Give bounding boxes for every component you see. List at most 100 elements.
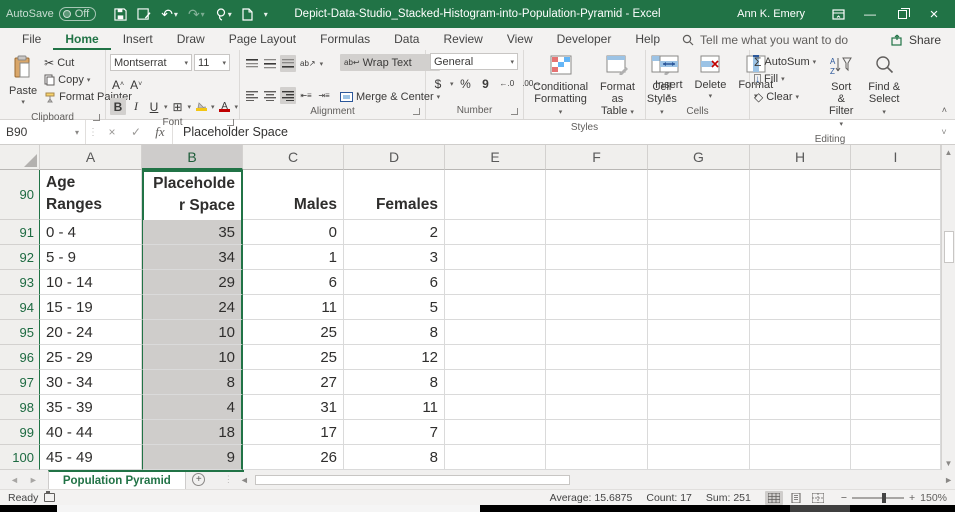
align-left-icon[interactable] [244, 87, 260, 104]
vertical-scrollbar[interactable]: ▲ ▼ [941, 145, 955, 470]
tell-me-search[interactable]: Tell me what you want to do [682, 33, 848, 50]
redo-caret-icon[interactable]: ▾ [200, 9, 205, 19]
column-header-B[interactable]: B [142, 145, 243, 170]
tab-view[interactable]: View [506, 32, 533, 46]
font-name-select[interactable]: Montserrat ▾ [110, 54, 192, 71]
grow-font-button[interactable]: A ˄ [112, 77, 125, 92]
scroll-down-icon[interactable]: ▼ [944, 458, 953, 468]
enter-icon[interactable]: ✓ [130, 125, 142, 139]
cell-A99[interactable]: 40 - 44 [40, 420, 142, 445]
cell-B100[interactable]: 9 [142, 445, 243, 470]
cell-empty[interactable] [648, 245, 750, 270]
cell-empty[interactable] [851, 270, 941, 295]
cell-empty[interactable] [851, 420, 941, 445]
font-dialog-launcher-icon[interactable] [227, 119, 234, 126]
cell-A91[interactable]: 0 - 4 [40, 220, 142, 245]
format-as-table-button[interactable]: Format as Table ▾ [595, 53, 640, 121]
name-box-caret-icon[interactable]: ▾ [74, 127, 79, 137]
cell-D93[interactable]: 6 [344, 270, 445, 295]
column-header-F[interactable]: F [546, 145, 648, 170]
cell-empty[interactable] [445, 370, 546, 395]
select-all-corner[interactable] [0, 145, 40, 170]
ribbon-display-options-icon[interactable] [823, 1, 853, 27]
cell-D94[interactable]: 5 [344, 295, 445, 320]
column-header-E[interactable]: E [445, 145, 546, 170]
cell-A90[interactable]: Age Ranges [40, 170, 142, 220]
row-header-90[interactable]: 90 [0, 170, 40, 220]
find-select-button[interactable]: Find & Select ▾ [862, 53, 906, 121]
cell-C98[interactable]: 31 [243, 395, 344, 420]
cell-B97[interactable]: 8 [142, 370, 243, 395]
new-sheet-button[interactable]: + [186, 470, 212, 489]
cell-A95[interactable]: 20 - 24 [40, 320, 142, 345]
insert-cells-button[interactable]: Insert ▾ [650, 53, 688, 105]
row-header-96[interactable]: 96 [0, 345, 40, 370]
increase-decimal-icon[interactable]: ←.0 [499, 79, 515, 88]
next-sheet-icon[interactable]: ► [28, 474, 38, 485]
cell-empty[interactable] [445, 445, 546, 470]
cell-C93[interactable]: 6 [243, 270, 344, 295]
cell-B93[interactable]: 29 [142, 270, 243, 295]
tab-review[interactable]: Review [443, 32, 483, 46]
tab-page-layout[interactable]: Page Layout [228, 32, 297, 46]
row-header-99[interactable]: 99 [0, 420, 40, 445]
cell-empty[interactable] [750, 270, 851, 295]
number-dialog-launcher-icon[interactable] [511, 108, 518, 115]
cut-button[interactable]: ✂ Cut [44, 56, 75, 71]
cell-empty[interactable] [648, 395, 750, 420]
cell-empty[interactable] [851, 220, 941, 245]
cell-D91[interactable]: 2 [344, 220, 445, 245]
cell-C99[interactable]: 17 [243, 420, 344, 445]
cell-empty[interactable] [648, 170, 750, 220]
cell-empty[interactable] [851, 445, 941, 470]
delete-cells-button[interactable]: Delete ▾ [690, 53, 732, 105]
cell-empty[interactable] [750, 420, 851, 445]
cell-empty[interactable] [546, 395, 648, 420]
cell-empty[interactable] [750, 345, 851, 370]
clear-button[interactable]: ◇ Clear ▾ [754, 89, 800, 104]
cell-D92[interactable]: 3 [344, 245, 445, 270]
name-box-resize-handle[interactable]: ⋮ [86, 120, 100, 144]
zoom-in-icon[interactable]: + [909, 491, 916, 504]
tab-insert[interactable]: Insert [122, 32, 153, 46]
tab-home[interactable]: Home [53, 29, 111, 50]
copy-button[interactable]: Copy ▾ [44, 72, 132, 89]
tab-help[interactable]: Help [635, 32, 661, 46]
decrease-decimal-icon[interactable]: .00→ [522, 79, 542, 88]
fill-button[interactable]: ↓ Fill ▾ [754, 73, 785, 86]
cell-empty[interactable] [445, 270, 546, 295]
number-format-select[interactable]: General ▾ [430, 53, 518, 70]
cell-C95[interactable]: 25 [243, 320, 344, 345]
tab-formulas[interactable]: Formulas [320, 32, 371, 46]
cell-D97[interactable]: 8 [344, 370, 445, 395]
cell-empty[interactable] [648, 270, 750, 295]
cell-B92[interactable]: 34 [142, 245, 243, 270]
redo-button[interactable]: ↷ ▾ [184, 3, 209, 25]
increase-indent-icon[interactable]: ⇥≡ [318, 91, 330, 100]
top-align-icon[interactable] [244, 55, 260, 72]
cell-empty[interactable] [851, 245, 941, 270]
bottom-align-icon[interactable] [280, 55, 296, 72]
cell-A97[interactable]: 30 - 34 [40, 370, 142, 395]
cell-empty[interactable] [546, 370, 648, 395]
cell-D99[interactable]: 7 [344, 420, 445, 445]
share-button[interactable]: Share [881, 30, 951, 50]
row-header-91[interactable]: 91 [0, 220, 40, 245]
cell-C92[interactable]: 1 [243, 245, 344, 270]
cell-B94[interactable]: 24 [142, 295, 243, 320]
cell-D98[interactable]: 11 [344, 395, 445, 420]
cell-A93[interactable]: 10 - 14 [40, 270, 142, 295]
middle-align-icon[interactable] [262, 55, 278, 72]
merge-center-button[interactable]: Merge & Center ▾ [340, 88, 440, 105]
cell-empty[interactable] [750, 220, 851, 245]
column-header-H[interactable]: H [750, 145, 851, 170]
cell-empty[interactable] [851, 170, 941, 220]
conditional-formatting-button[interactable]: Conditional Formatting ▾ [528, 53, 593, 121]
minimize-button[interactable]: — [864, 7, 876, 21]
italic-button[interactable]: I [134, 99, 138, 113]
lasso-caret-icon[interactable]: ▾ [227, 9, 232, 19]
alignment-dialog-launcher-icon[interactable] [413, 108, 420, 115]
cell-empty[interactable] [546, 220, 648, 245]
cell-empty[interactable] [546, 245, 648, 270]
bold-button[interactable]: B [110, 98, 126, 115]
